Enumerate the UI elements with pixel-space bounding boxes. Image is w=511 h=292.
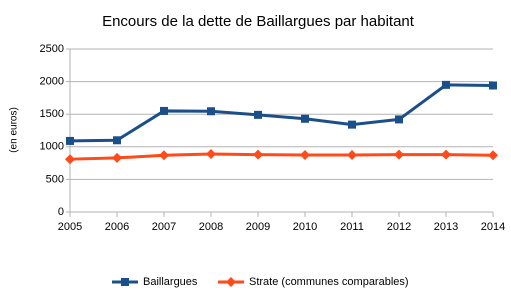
series-line xyxy=(69,152,494,161)
y-tick-label: 1500 xyxy=(40,108,64,120)
y-tick-label: 500 xyxy=(46,173,64,185)
series-line xyxy=(69,83,494,143)
x-tick-label: 2013 xyxy=(434,221,458,233)
data-point xyxy=(488,150,498,161)
data-point xyxy=(301,114,309,123)
y-tick-label: 0 xyxy=(58,206,64,218)
legend-marker xyxy=(121,278,129,286)
legend-label: Strate (communes comparables) xyxy=(249,276,409,288)
x-tick-label: 2005 xyxy=(58,221,82,233)
x-tick-label: 2014 xyxy=(481,221,505,233)
data-point xyxy=(206,148,216,159)
x-tick-label: 2007 xyxy=(152,221,176,233)
data-point xyxy=(253,149,263,160)
y-tick-label: 2000 xyxy=(40,76,64,88)
data-point xyxy=(112,152,122,163)
data-point xyxy=(348,120,356,129)
x-tick-label: 2006 xyxy=(105,221,129,233)
data-point xyxy=(207,107,215,116)
x-tick-label: 2008 xyxy=(199,221,223,233)
data-point xyxy=(489,81,497,90)
data-point xyxy=(441,149,451,160)
data-point xyxy=(395,115,403,124)
data-point xyxy=(113,136,121,145)
y-tick-label: 2500 xyxy=(40,43,64,55)
legend-marker xyxy=(226,277,236,287)
data-point xyxy=(65,154,75,165)
data-point xyxy=(394,149,404,160)
x-tick-label: 2012 xyxy=(387,221,411,233)
x-tick-label: 2011 xyxy=(340,221,364,233)
data-point xyxy=(347,149,357,160)
y-tick-label: 1000 xyxy=(40,141,64,153)
data-point xyxy=(254,110,262,119)
x-tick-label: 2009 xyxy=(246,221,270,233)
data-point xyxy=(300,149,310,160)
x-tick-label: 2010 xyxy=(293,221,317,233)
data-point xyxy=(159,150,169,161)
legend-label: Baillargues xyxy=(143,276,198,288)
data-point xyxy=(66,136,74,145)
y-axis-label: (en euros) xyxy=(9,107,20,153)
chart-title: Encours de la dette de Baillargues par h… xyxy=(102,13,415,30)
data-point xyxy=(160,106,168,115)
data-point xyxy=(442,80,450,89)
